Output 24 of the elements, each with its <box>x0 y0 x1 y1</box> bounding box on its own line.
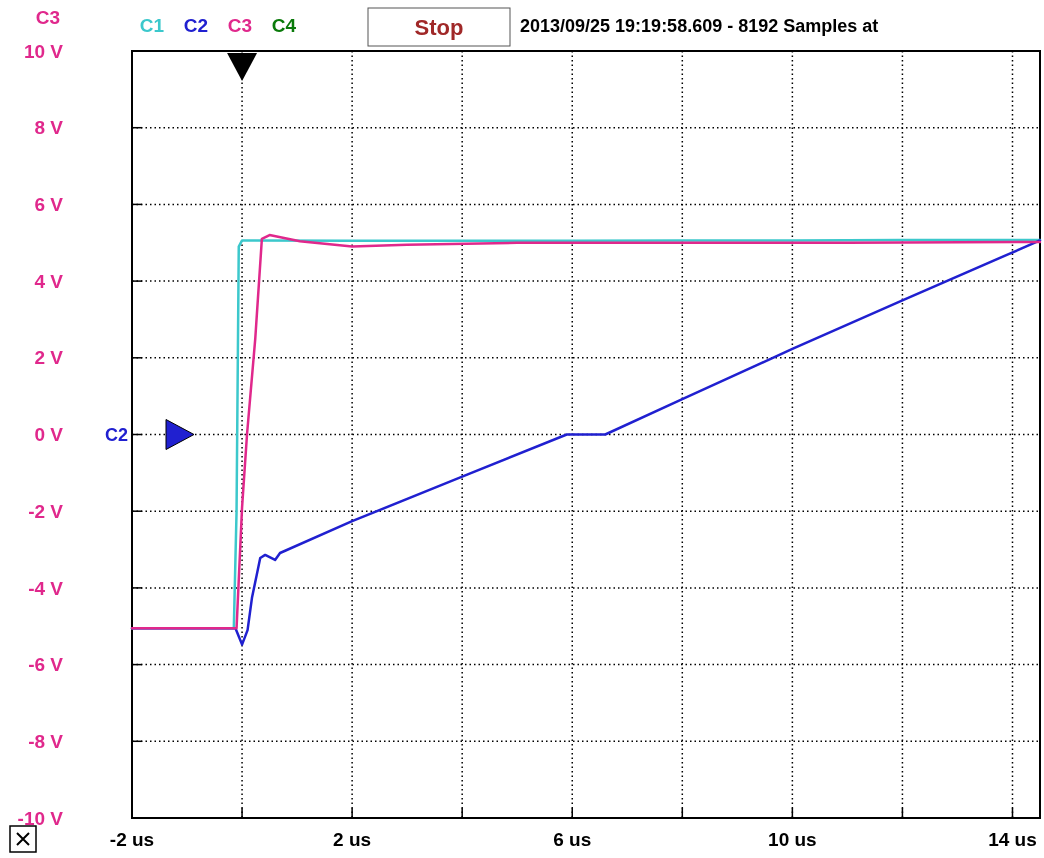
y-tick-label: 2 V <box>34 347 64 369</box>
y-tick-label: -4 V <box>28 577 64 599</box>
x-tick-label: 14 us <box>988 829 1037 850</box>
x-tick-label: 6 us <box>553 829 592 850</box>
text: Stop <box>414 15 464 40</box>
y-tick-label: 6 V <box>34 194 64 216</box>
y-tick-label: -6 V <box>28 654 64 676</box>
text: C1 <box>139 15 165 36</box>
x-tick-label: 2 us <box>333 829 372 850</box>
y-tick-label: -10 V <box>17 807 64 829</box>
text: C2 <box>183 15 209 36</box>
text: C4 <box>271 15 297 36</box>
y-tick-label: 10 V <box>23 40 64 62</box>
y-tick-label: -2 V <box>28 500 64 522</box>
x-tick-label: 10 us <box>768 829 817 850</box>
y-axis-title: C3 <box>35 7 61 28</box>
text: C3 <box>227 15 253 36</box>
text: 2013/09/25 19:19:58.609 - 8192 Samples at <box>520 16 879 36</box>
y-tick-label: -8 V <box>28 730 64 752</box>
text: C2 <box>104 424 128 445</box>
y-tick-label: 4 V <box>34 270 64 292</box>
y-tick-label: 8 V <box>34 117 64 139</box>
x-tick-label: -2 us <box>109 829 155 850</box>
y-tick-label: 0 V <box>34 424 64 446</box>
